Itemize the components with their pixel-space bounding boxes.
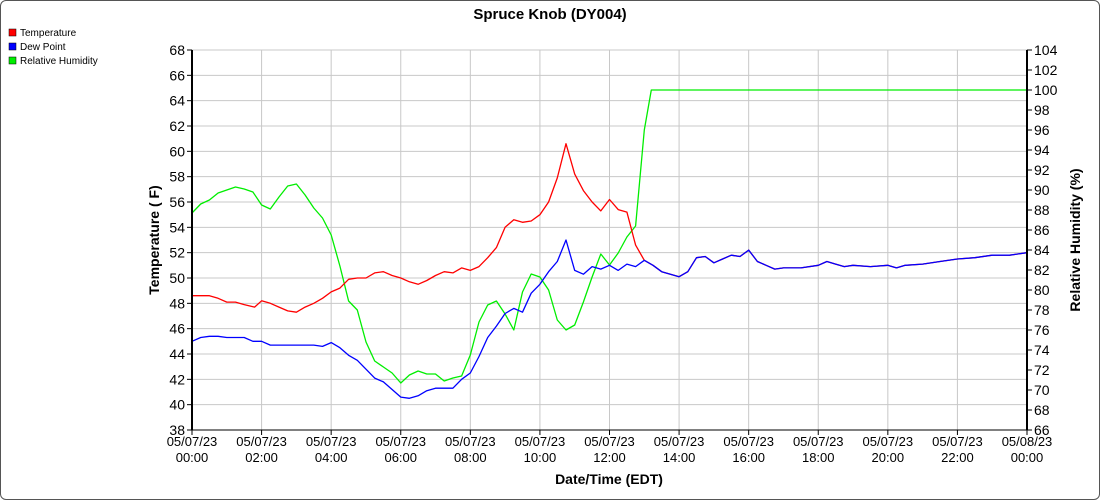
y2-tick-label: 88 <box>1034 202 1050 218</box>
y-tick-label: 60 <box>169 143 185 159</box>
x-tick-label-time: 10:00 <box>524 450 557 465</box>
y2-tick-label: 102 <box>1034 62 1058 78</box>
y2-tick-label: 84 <box>1034 242 1050 258</box>
legend-label: Temperature <box>20 28 77 39</box>
y-tick-label: 48 <box>169 295 185 311</box>
x-tick-label-date: 05/07/23 <box>723 434 774 449</box>
y2-tick-label: 66 <box>1034 422 1050 438</box>
x-tick-label-time: 18:00 <box>802 450 835 465</box>
legend-label: Dew Point <box>20 42 66 53</box>
y2-tick-label: 98 <box>1034 102 1050 118</box>
x-tick-label-date: 05/07/23 <box>167 434 218 449</box>
y-tick-label: 68 <box>169 42 185 58</box>
x-tick-label-time: 00:00 <box>176 450 209 465</box>
series-lines <box>191 89 1028 399</box>
y-tick-label: 42 <box>169 371 185 387</box>
x-tick-label-date: 05/07/23 <box>584 434 635 449</box>
x-tick-label-time: 02:00 <box>245 450 278 465</box>
legend-swatch <box>8 56 17 65</box>
y-axis-label: Temperature ( F) <box>146 185 162 294</box>
y-tick-label: 38 <box>169 422 185 438</box>
grid <box>191 49 1028 431</box>
series-line-dew-point <box>191 239 1028 399</box>
x-tick-label-date: 05/07/23 <box>445 434 496 449</box>
y-tick-label: 64 <box>169 93 185 109</box>
y2-tick-label: 76 <box>1034 322 1050 338</box>
y2-tick-label: 68 <box>1034 402 1050 418</box>
y-tick-label: 52 <box>169 245 185 261</box>
y-tick-label: 56 <box>169 194 185 210</box>
y-tick-label: 50 <box>169 270 185 286</box>
x-tick-label-time: 16:00 <box>732 450 765 465</box>
axes: 38 40 42 44 46 48 50 52 54 56 58 60 62 64 66 68 66 68 70 72… <box>167 42 1058 465</box>
y2-tick-label: 80 <box>1034 282 1050 298</box>
y2-tick-label: 92 <box>1034 162 1050 178</box>
x-tick-label-date: 05/07/23 <box>793 434 844 449</box>
y-tick-label: 54 <box>169 219 185 235</box>
y-tick-label: 44 <box>169 346 185 362</box>
y2-tick-label: 78 <box>1034 302 1050 318</box>
x-tick-label-date: 05/07/23 <box>932 434 983 449</box>
x-tick-label-date: 05/07/23 <box>654 434 705 449</box>
y2-tick-label: 86 <box>1034 222 1050 238</box>
y2-tick-label: 72 <box>1034 362 1050 378</box>
series-line-relative-humidity <box>191 89 1027 384</box>
y2-tick-label: 94 <box>1034 142 1050 158</box>
x-tick-label-time: 14:00 <box>663 450 696 465</box>
y-tick-label: 58 <box>169 169 185 185</box>
chart-title: Spruce Knob (DY004) <box>473 6 626 23</box>
x-tick-label-time: 22:00 <box>941 450 974 465</box>
x-tick-label-date: 05/07/23 <box>375 434 426 449</box>
x-tick-label-date: 05/08/23 <box>1002 434 1053 449</box>
y-tick-label: 40 <box>169 397 185 413</box>
y-tick-label: 66 <box>169 67 185 83</box>
y-tick-label: 46 <box>169 321 185 337</box>
x-tick-label-date: 05/07/23 <box>306 434 357 449</box>
x-tick-label-time: 12:00 <box>593 450 626 465</box>
x-tick-label-date: 05/07/23 <box>236 434 287 449</box>
legend-label: Relative Humidity <box>20 56 98 67</box>
y2-tick-label: 104 <box>1034 42 1058 58</box>
x-tick-label-time: 04:00 <box>315 450 348 465</box>
legend: Temperature Dew Point Relative Humidity <box>8 28 98 67</box>
y2-axis-label: Relative Humidity (%) <box>1067 168 1083 311</box>
y-tick-label: 62 <box>169 118 185 134</box>
x-tick-label-time: 20:00 <box>872 450 905 465</box>
x-tick-label-time: 08:00 <box>454 450 487 465</box>
x-tick-label-time: 06:00 <box>384 450 417 465</box>
x-tick-label-date: 05/07/23 <box>863 434 914 449</box>
y2-tick-label: 100 <box>1034 82 1058 98</box>
y2-tick-label: 82 <box>1034 262 1050 278</box>
y2-tick-label: 70 <box>1034 382 1050 398</box>
y2-tick-label: 90 <box>1034 182 1050 198</box>
x-tick-label-time: 00:00 <box>1011 450 1044 465</box>
x-tick-label-date: 05/07/23 <box>515 434 566 449</box>
y2-tick-label: 96 <box>1034 122 1050 138</box>
legend-swatch <box>8 42 17 51</box>
y2-tick-label: 74 <box>1034 342 1050 358</box>
legend-swatch <box>8 28 17 37</box>
x-axis-label: Date/Time (EDT) <box>555 471 663 487</box>
